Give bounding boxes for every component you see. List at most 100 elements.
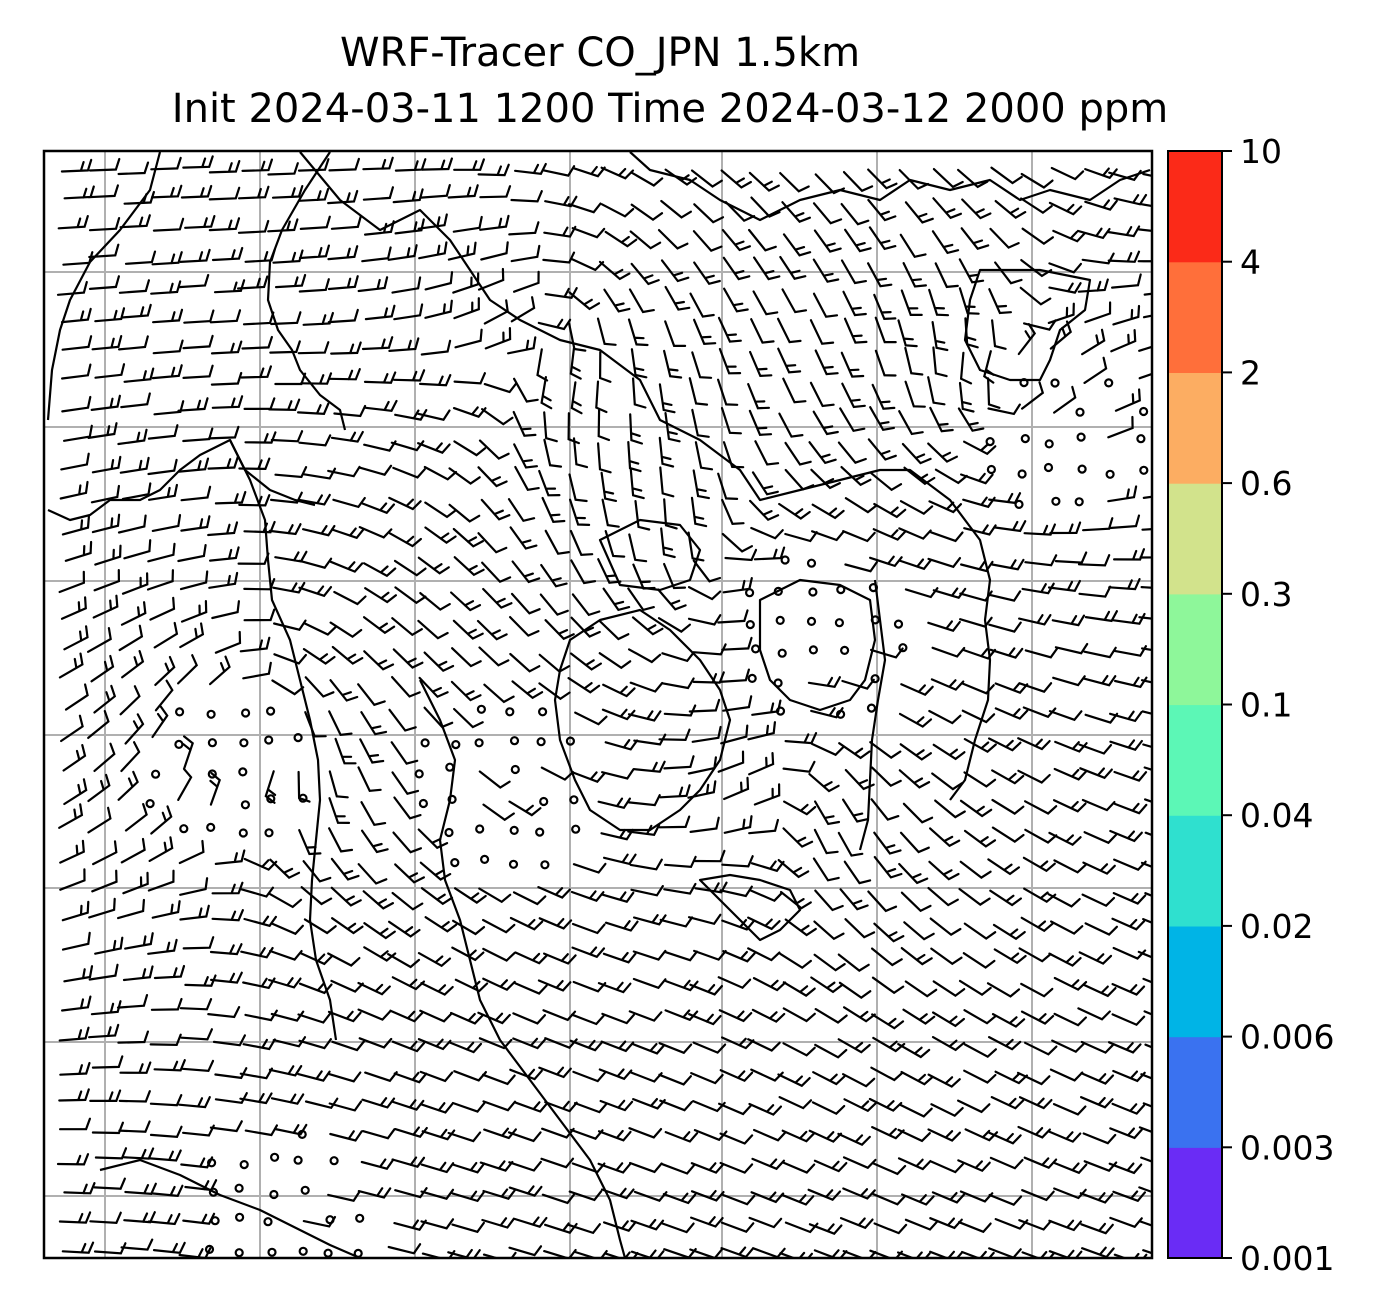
wind-barb (571, 593, 601, 617)
wind-barb (1138, 1126, 1152, 1134)
calm-marker (509, 736, 520, 746)
wind-barb (510, 190, 543, 203)
wind-barb (1109, 710, 1143, 723)
wind-barb (601, 708, 636, 721)
wind-barb (627, 318, 649, 347)
wind-barb (239, 1092, 273, 1105)
wind-barb (720, 724, 749, 745)
wind-barb (179, 904, 210, 921)
wind-barb (417, 952, 452, 968)
wind-barb (897, 1251, 931, 1258)
wind-barb (1078, 743, 1113, 755)
wind-barb (87, 422, 118, 439)
wind-barb (393, 1071, 428, 1084)
wind-barb (752, 290, 779, 316)
wind-barb (814, 800, 841, 826)
wind-barb (451, 1221, 485, 1234)
wind-barb (570, 616, 601, 638)
wind-barb (87, 773, 111, 803)
wind-barb (628, 288, 655, 314)
calm-marker (750, 644, 761, 654)
wind-barb (90, 394, 121, 411)
wind-barb (153, 621, 179, 649)
wind-barb (120, 392, 151, 409)
wind-barb (934, 468, 968, 485)
wind-barb (1050, 166, 1085, 181)
wind-barb (900, 1070, 934, 1086)
wind-barb (417, 1038, 452, 1051)
calm-marker (267, 1247, 277, 1257)
coastline-south-islands (698, 873, 802, 942)
wind-barb (930, 1160, 964, 1174)
wind-barb (689, 816, 720, 833)
wind-barb (363, 922, 396, 940)
wind-barb (121, 650, 145, 679)
wind-barb (811, 503, 845, 520)
wind-barb (841, 382, 866, 409)
wind-barb (419, 861, 452, 881)
wind-barb (150, 1184, 184, 1197)
wind-barb (598, 652, 632, 670)
wind-barb (302, 311, 334, 326)
calm-marker (297, 1129, 307, 1140)
wind-barb (962, 952, 996, 969)
wind-barb (327, 308, 359, 324)
wind-barb (691, 725, 722, 743)
wind-barb (659, 784, 691, 799)
wind-barb (873, 502, 907, 519)
wind-barb (62, 251, 94, 266)
wind-barb (779, 952, 812, 970)
wind-barb (1016, 1071, 1051, 1086)
wind-barb (597, 558, 622, 584)
wind-barb (871, 766, 902, 788)
wind-barb (931, 1036, 966, 1052)
wind-barb (149, 596, 176, 621)
wind-barb (357, 683, 386, 707)
wind-barb (719, 1069, 754, 1083)
wind-barb (120, 837, 146, 864)
wind-barb (392, 831, 422, 854)
wind-barb (511, 560, 541, 584)
wind-barb (661, 677, 695, 690)
wind-barb (748, 1216, 783, 1229)
calm-marker (1104, 378, 1114, 388)
wind-barb (988, 288, 1012, 315)
wind-barb (1018, 614, 1052, 626)
wind-barb (483, 683, 515, 704)
wind-barb (61, 931, 91, 951)
calm-marker (263, 1217, 273, 1227)
colorbar-tick-label: 0.04 (1240, 796, 1313, 835)
wind-barb (1114, 388, 1141, 412)
wind-barb (92, 840, 118, 866)
wind-barb (184, 215, 216, 229)
wind-barb (1047, 579, 1081, 592)
wind-barb (360, 801, 387, 827)
wind-barb (988, 1193, 1023, 1207)
wind-barb (60, 452, 90, 471)
calm-marker (744, 588, 755, 598)
wind-barb (567, 677, 601, 694)
calm-marker (240, 800, 250, 810)
wind-barb (213, 279, 246, 294)
wind-barb (781, 288, 808, 314)
wind-barb (717, 472, 739, 500)
wind-barb (272, 581, 306, 594)
calm-marker (266, 706, 276, 716)
wind-barb (1053, 385, 1077, 414)
wind-barb (724, 548, 758, 562)
calm-marker (234, 1183, 244, 1193)
wind-barb (899, 500, 934, 516)
calm-marker (775, 706, 786, 716)
wind-barb (361, 829, 389, 854)
wind-barb (782, 233, 812, 257)
wind-barb (748, 228, 777, 252)
wind-barb (658, 1073, 692, 1086)
wind-barb (452, 919, 486, 936)
wind-barb (1023, 1041, 1058, 1056)
wind-barb (274, 1123, 308, 1136)
wind-barb (784, 918, 817, 937)
wind-barb (842, 171, 874, 193)
wind-barb (574, 711, 608, 726)
wind-barb (91, 1055, 124, 1069)
wind-barb (1109, 1127, 1143, 1140)
